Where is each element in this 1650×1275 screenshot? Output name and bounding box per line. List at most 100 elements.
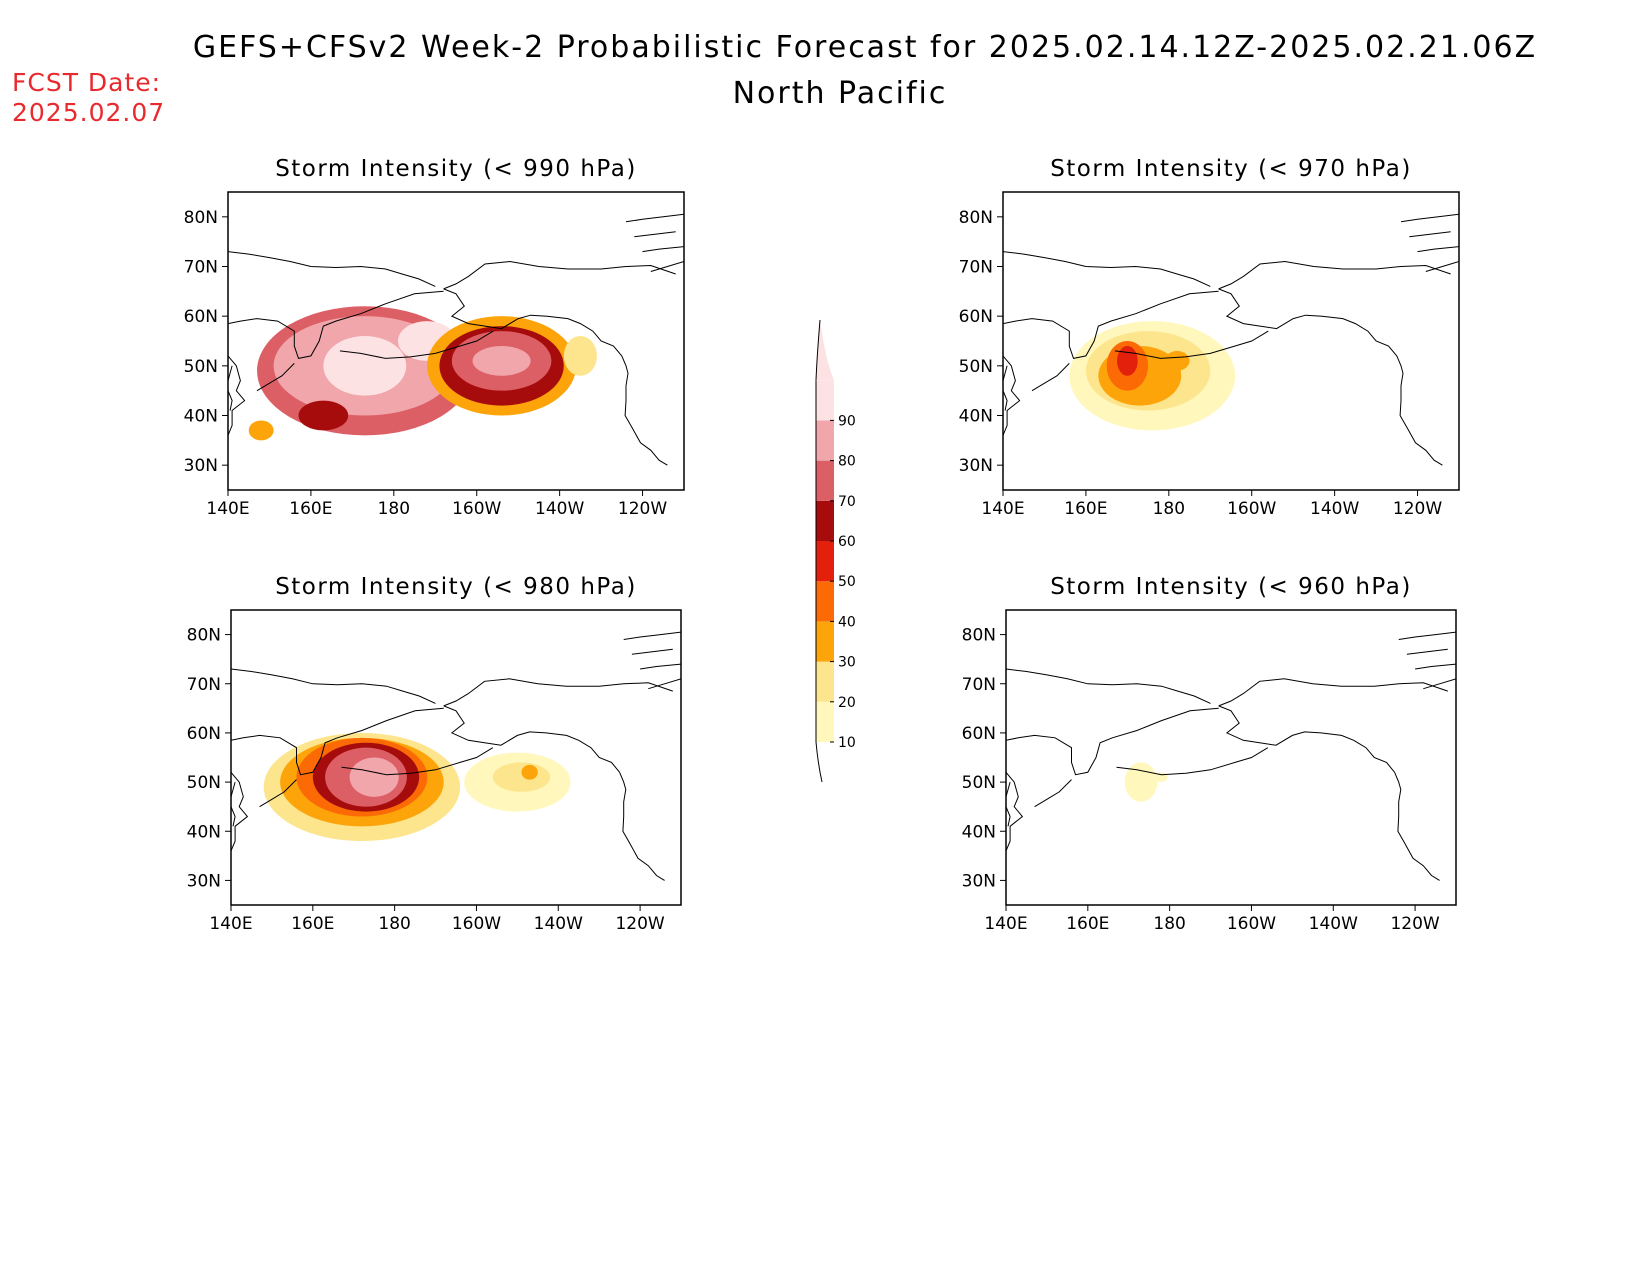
coastline (228, 390, 233, 411)
coastline (443, 678, 673, 707)
probability-area (248, 420, 274, 441)
coastline (650, 261, 684, 272)
colorbar-tick-label: 80 (838, 454, 856, 470)
probability-area (1117, 345, 1138, 376)
colorbar-swatch (816, 661, 834, 702)
lon-tick-label: 180 (1153, 914, 1185, 934)
coastline (648, 678, 681, 690)
coastline (1003, 251, 1211, 287)
lat-tick-label: 40N (962, 822, 996, 842)
coastline (631, 648, 673, 655)
lon-tick-label: 140W (1309, 914, 1358, 934)
lon-tick-label: 160W (452, 499, 501, 519)
lon-tick-label: 140W (534, 914, 583, 934)
lat-tick-label: 70N (184, 258, 218, 278)
colorbar-tick-label: 10 (838, 735, 856, 751)
lon-tick-label: 140E (209, 914, 252, 934)
lon-tick-label: 120W (615, 914, 664, 934)
coastline (1218, 260, 1451, 290)
lat-tick-label: 50N (959, 357, 993, 377)
probability-area (349, 757, 399, 797)
lat-tick-label: 50N (962, 773, 996, 793)
colorbar-swatch (816, 701, 834, 742)
coastline (443, 288, 623, 357)
coastline (1425, 261, 1459, 272)
map-frame (1002, 191, 1460, 491)
coastline (1400, 213, 1459, 223)
lon-tick-label: 140W (535, 499, 584, 519)
lat-tick-label: 40N (187, 822, 221, 842)
lat-tick-label: 50N (187, 773, 221, 793)
lon-tick-label: 160W (1227, 499, 1276, 519)
lat-tick-label: 80N (962, 626, 996, 646)
colorbar-swatch (816, 420, 834, 461)
coastline (634, 231, 676, 238)
lat-tick-label: 40N (959, 407, 993, 427)
colorbar-swatch (816, 581, 834, 622)
probability-area (323, 336, 407, 396)
panel-title-980: Storm Intensity (< 980 hPa) (275, 574, 637, 600)
panel-title-990: Storm Intensity (< 990 hPa) (275, 156, 637, 182)
map-frame (227, 191, 685, 491)
coastline (1218, 678, 1448, 707)
lon-tick-label: 160W (1227, 914, 1276, 934)
coastline (1423, 678, 1456, 690)
coastline (1394, 772, 1440, 881)
coastline (1218, 705, 1395, 773)
colorbar-legend: 10 20 30 40 50 60 70 80 90 (815, 319, 856, 783)
lon-tick-label: 180 (1153, 499, 1185, 519)
coastline (1006, 806, 1011, 827)
coastline (256, 363, 295, 392)
colorbar-swatch (816, 460, 834, 501)
lon-tick-label: 160E (289, 499, 332, 519)
lat-tick-label: 80N (959, 208, 993, 228)
coastline (1031, 363, 1070, 392)
main-title: GEFS+CFSv2 Week-2 Probabilistic Forecast… (192, 30, 1538, 65)
lon-tick-label: 180 (378, 914, 410, 934)
coastline (642, 246, 684, 253)
lat-tick-label: 30N (187, 871, 221, 891)
fcst-date-label: FCST Date: (12, 68, 162, 97)
lon-tick-label: 160W (452, 914, 501, 934)
colorbar-tick-label: 20 (838, 695, 856, 711)
coastline (231, 668, 436, 704)
colorbar-swatch (816, 541, 834, 582)
coastline (619, 772, 665, 881)
coastline (1218, 288, 1398, 357)
coastline (443, 705, 620, 773)
coastline (625, 213, 684, 223)
lat-tick-label: 60N (184, 307, 218, 327)
map-frame (230, 609, 682, 906)
lon-tick-label: 120W (618, 499, 667, 519)
lat-tick-label: 50N (184, 357, 218, 377)
coastline (1116, 747, 1269, 776)
probability-area (492, 762, 551, 792)
lat-tick-label: 30N (184, 456, 218, 476)
panel-title-970: Storm Intensity (< 970 hPa) (1050, 156, 1412, 182)
colorbar-swatch (816, 380, 834, 421)
coastline (1006, 707, 1219, 776)
lat-tick-label: 70N (959, 258, 993, 278)
coastline (1003, 290, 1219, 359)
probability-area (298, 400, 349, 431)
colorbar-tick-label: 50 (838, 574, 856, 590)
coastline (341, 747, 494, 776)
lon-tick-label: 140E (981, 499, 1024, 519)
coastline (231, 806, 236, 827)
colorbar-tick-label: 60 (838, 534, 856, 550)
coastline (1114, 330, 1269, 359)
coastline (1415, 663, 1456, 670)
lat-tick-label: 70N (187, 675, 221, 695)
coastline (1406, 648, 1448, 655)
probability-area (472, 345, 531, 376)
lat-tick-label: 60N (959, 307, 993, 327)
map-panel-970: Storm Intensity (< 970 hPa) 30N 40N 50N 60N 7… (959, 156, 1460, 519)
coastline (1034, 779, 1072, 808)
colorbar-tick-label: 70 (838, 494, 856, 510)
lon-tick-label: 160E (1064, 499, 1107, 519)
coastline (621, 355, 668, 466)
coastline (1003, 355, 1021, 436)
lon-tick-label: 180 (378, 499, 410, 519)
lon-tick-label: 140E (206, 499, 249, 519)
